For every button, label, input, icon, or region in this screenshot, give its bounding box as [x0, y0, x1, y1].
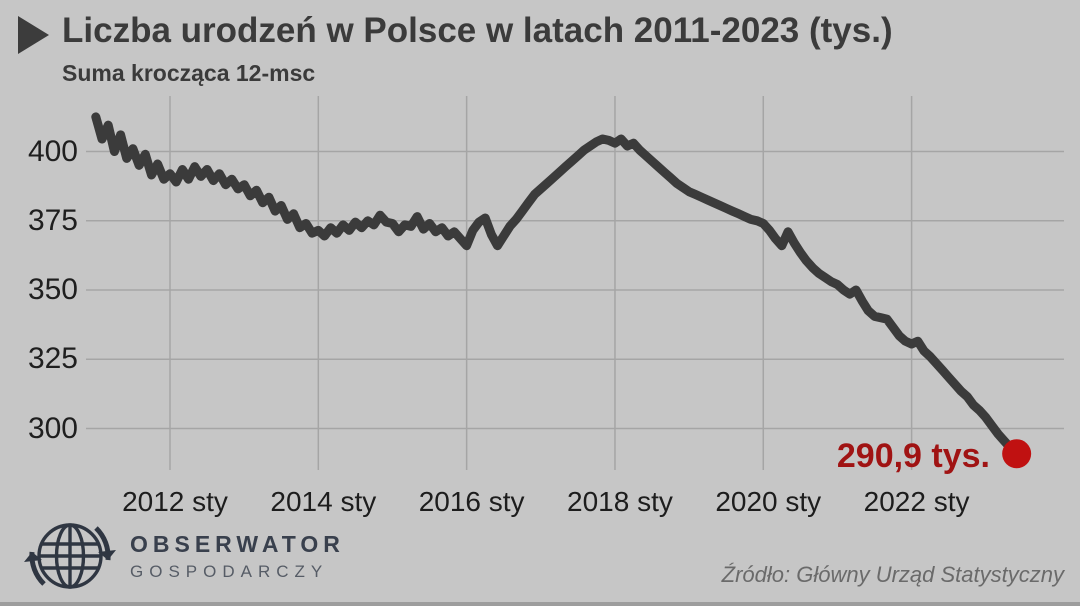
- last-point-marker: [1002, 439, 1032, 469]
- bottom-strip: [0, 602, 1080, 606]
- y-tick-label: 325: [27, 342, 78, 376]
- chart-title: Liczba urodzeń w Polsce w latach 2011-20…: [62, 11, 893, 50]
- chart-subtitle: Suma krocząca 12-msc: [62, 60, 316, 86]
- x-tick-label: 2022 sty: [863, 486, 970, 517]
- brand-logo: OBSERWATOR GOSPODARCZY: [24, 510, 345, 602]
- x-tick-label: 2016 sty: [418, 486, 525, 517]
- y-tick-label: 300: [27, 411, 78, 445]
- y-tick-label: 400: [27, 134, 78, 168]
- brand-tagline: GOSPODARCZY: [130, 561, 329, 581]
- y-tick-label: 350: [27, 273, 78, 306]
- source-caption: Źródło: Główny Urząd Statystyczny: [721, 562, 1064, 587]
- y-tick-label: 375: [27, 203, 78, 237]
- last-value-label: 290,9 tys.: [836, 437, 990, 475]
- x-tick-label: 2014 sty: [270, 486, 377, 517]
- x-tick-label: 2020 sty: [715, 486, 822, 517]
- play-triangle-icon: [18, 16, 49, 54]
- x-tick-label: 2018 sty: [567, 486, 673, 517]
- globe-arrows-icon: [24, 523, 116, 589]
- x-tick-label: 2012 sty: [122, 486, 228, 517]
- brand-name: OBSERWATOR: [130, 530, 345, 557]
